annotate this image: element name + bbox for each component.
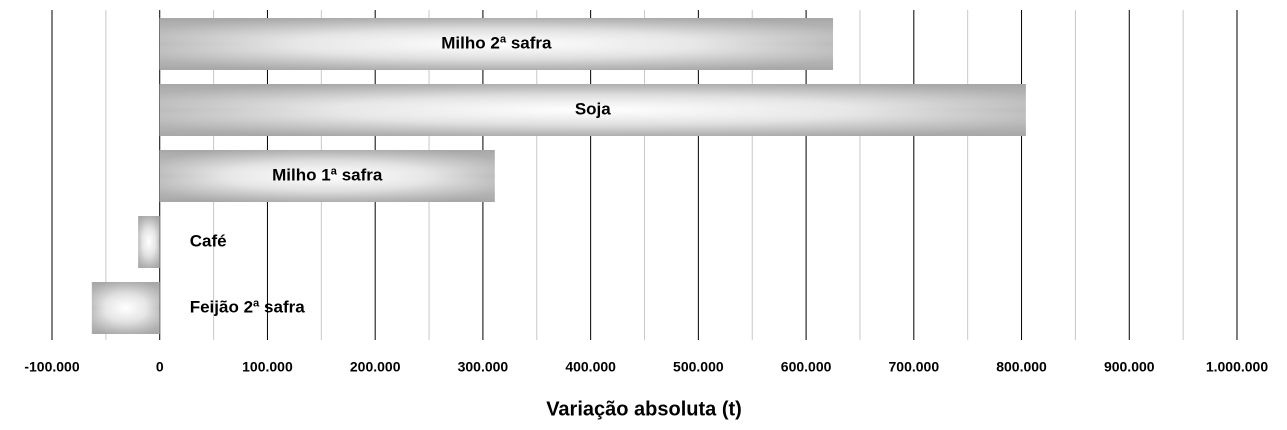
bar-label: Milho 1ª safra xyxy=(272,165,383,184)
x-tick-label: 200.000 xyxy=(350,359,401,375)
bar-label: Feijão 2ª safra xyxy=(190,297,306,316)
x-tick-label: 1.000.000 xyxy=(1206,359,1268,375)
bar-label: Milho 2ª safra xyxy=(441,33,552,52)
bar-shade xyxy=(138,216,160,268)
bar-shade xyxy=(159,18,834,70)
bar-shade xyxy=(159,150,495,202)
x-tick-label: 700.000 xyxy=(889,359,940,375)
x-axis-title: Variação absoluta (t) xyxy=(546,398,742,420)
bar-label: Soja xyxy=(575,99,611,118)
x-tick-label: 900.000 xyxy=(1104,359,1155,375)
bar-shade xyxy=(91,282,160,334)
x-tick-label: 500.000 xyxy=(673,359,724,375)
x-tick-label: -100.000 xyxy=(24,359,79,375)
x-tick-label: 300.000 xyxy=(458,359,509,375)
x-tick-label: 800.000 xyxy=(996,359,1047,375)
x-tick-label: 400.000 xyxy=(565,359,616,375)
x-tick-label: 0 xyxy=(156,359,164,375)
bar-label: Café xyxy=(190,231,227,250)
bar-shade xyxy=(159,84,1026,136)
x-tick-label: 600.000 xyxy=(781,359,832,375)
x-tick-label: 100.000 xyxy=(242,359,293,375)
